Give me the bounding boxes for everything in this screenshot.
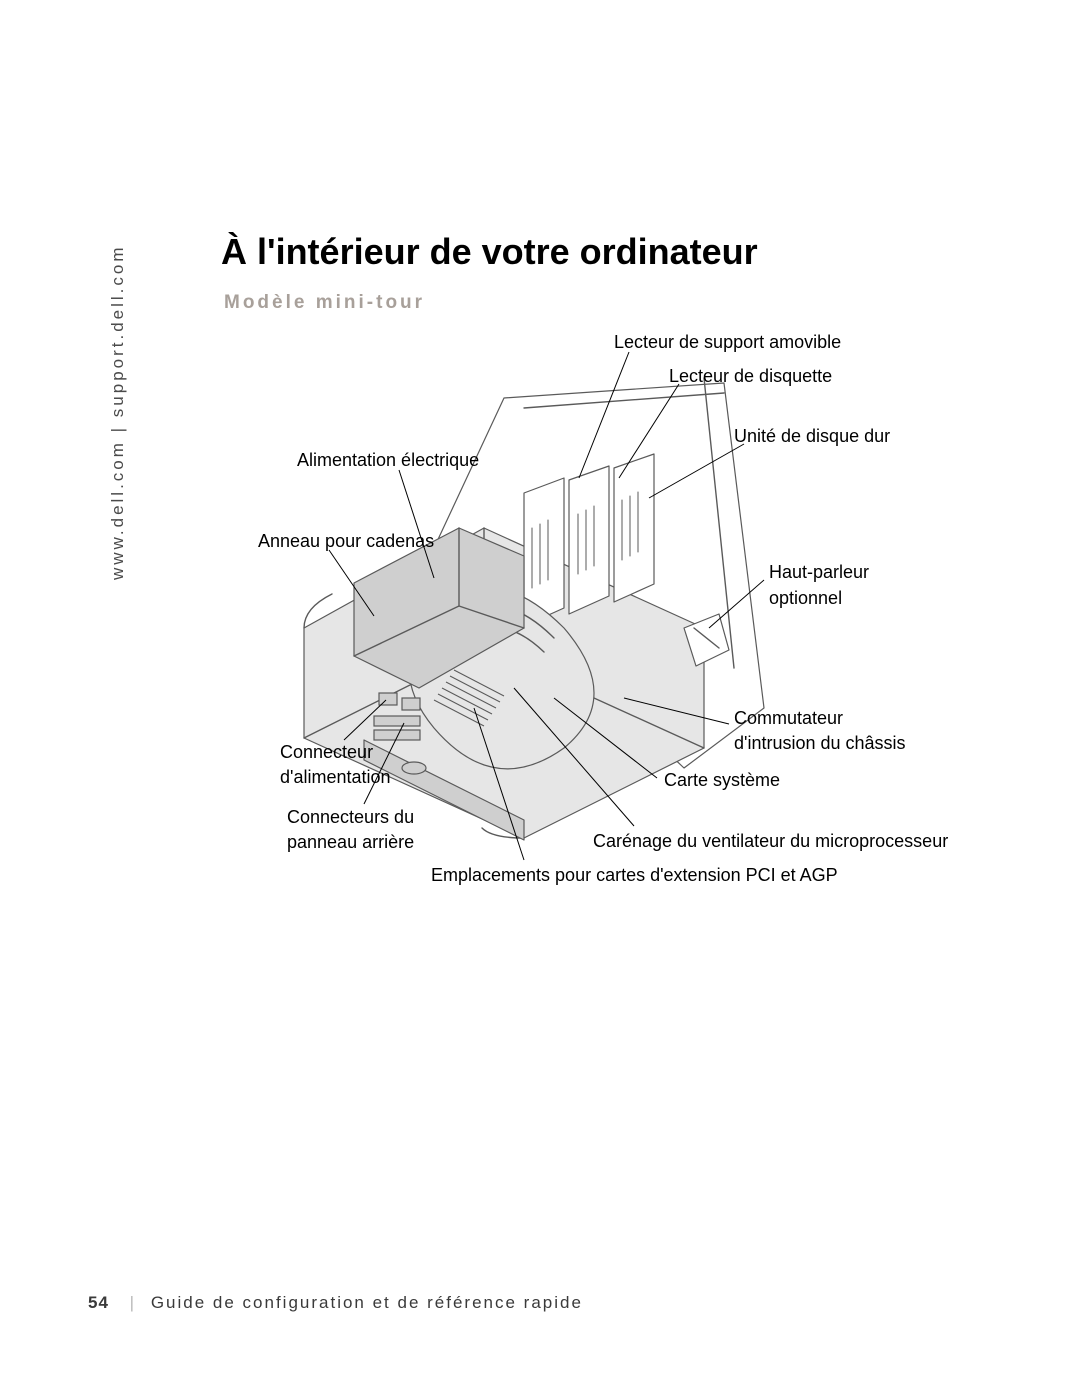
page-title: À l'intérieur de votre ordinateur (221, 231, 758, 273)
page-subtitle: Modèle mini-tour (224, 292, 425, 314)
label-power-supply: Alimentation électrique (297, 448, 479, 472)
label-speaker-l2: optionnel (769, 586, 842, 610)
sidebar-urls: www.dell.com | support.dell.com (108, 244, 128, 580)
label-back-conn-l1: Connecteurs du (287, 805, 414, 829)
label-system-board: Carte système (664, 768, 780, 792)
label-intrusion-l2: d'intrusion du châssis (734, 731, 906, 755)
page-number: 54 (88, 1293, 109, 1312)
label-speaker-l1: Haut-parleur (769, 560, 869, 584)
footer-separator: | (130, 1293, 136, 1312)
label-floppy-drive: Lecteur de disquette (669, 364, 832, 388)
page-footer: 54 | Guide de configuration et de référe… (88, 1293, 583, 1313)
label-hard-drive: Unité de disque dur (734, 424, 890, 448)
label-intrusion-l1: Commutateur (734, 706, 843, 730)
label-padlock-ring: Anneau pour cadenas (258, 529, 434, 553)
computer-diagram: Lecteur de support amovible Lecteur de d… (224, 328, 944, 928)
label-power-conn-l2: d'alimentation (280, 765, 391, 789)
footer-text: Guide de configuration et de référence r… (151, 1293, 583, 1312)
label-back-conn-l2: panneau arrière (287, 830, 414, 854)
label-fan-shroud: Carénage du ventilateur du microprocesse… (593, 829, 948, 853)
label-pci-agp: Emplacements pour cartes d'extension PCI… (431, 863, 838, 887)
label-removable-media: Lecteur de support amovible (614, 330, 841, 354)
label-power-conn-l1: Connecteur (280, 740, 373, 764)
page: www.dell.com | support.dell.com À l'inté… (0, 0, 1080, 1397)
